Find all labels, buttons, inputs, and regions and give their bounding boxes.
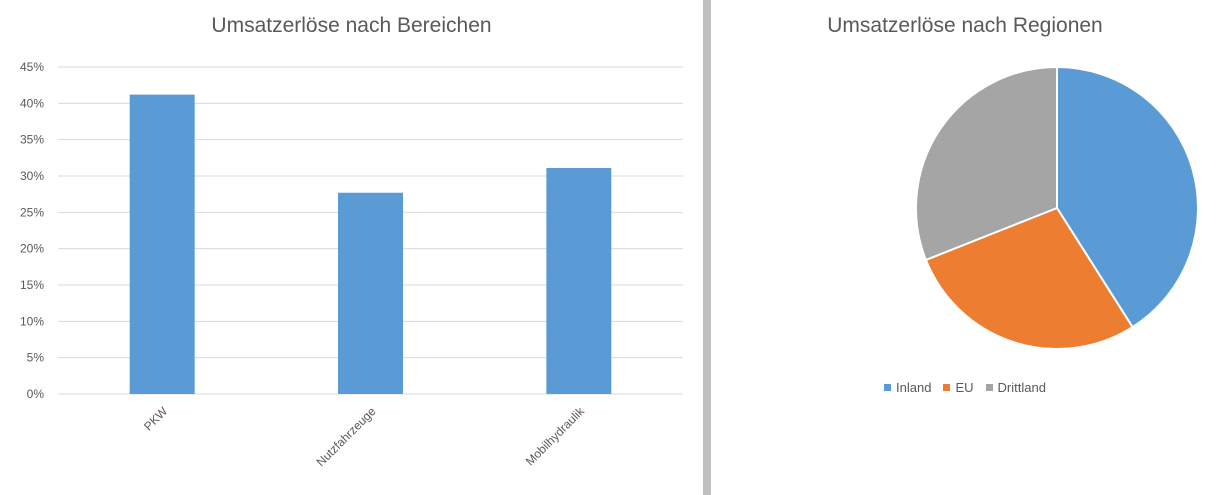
legend-item: EU <box>943 380 974 395</box>
legend-item: Drittland <box>985 380 1046 395</box>
y-tick-label: 30% <box>20 169 44 183</box>
legend-label: Inland <box>896 380 932 395</box>
pie-slice <box>915 65 1058 262</box>
bar <box>338 192 403 394</box>
x-tick-label: Nutzfahrzeuge <box>314 404 379 469</box>
x-tick-label: PKW <box>141 404 171 434</box>
pie-chart-panel: Umsatzerlöse nach Regionen Inland EU Dritt… <box>711 0 1219 495</box>
bar <box>129 94 195 394</box>
y-tick-label: 5% <box>27 351 45 365</box>
y-tick-label: 0% <box>27 387 45 401</box>
pie-slice <box>924 206 1134 350</box>
legend-swatch <box>985 384 993 391</box>
bar <box>546 168 612 394</box>
y-tick-label: 45% <box>20 60 44 74</box>
x-tick-label: Mobilhydraulik <box>523 404 588 469</box>
panel-divider <box>703 0 711 495</box>
pie-legend: Inland EU Drittland <box>711 380 1219 395</box>
legend-label: Drittland <box>997 380 1046 395</box>
bar-chart-title: Umsatzerlöse nach Bereichen <box>211 14 492 37</box>
bar-chart: 0% 5% 10% 15% 20% 25% 30% 35% 40% 45% PKW Nutzfahrz… <box>20 60 683 469</box>
bar-chart-panel: Umsatzerlöse nach Bereichen 0% 5% 10% 15% 20… <box>19 14 683 470</box>
legend-label: EU <box>955 380 974 395</box>
y-tick-label: 25% <box>20 205 44 219</box>
pie-chart <box>915 65 1199 350</box>
y-tick-label: 35% <box>20 133 44 147</box>
y-tick-label: 10% <box>20 314 44 328</box>
y-tick-label: 20% <box>20 242 44 256</box>
legend-swatch <box>884 384 892 391</box>
y-tick-label: 40% <box>20 96 44 110</box>
legend-item: Inland <box>884 380 931 395</box>
y-tick-label: 15% <box>20 278 44 292</box>
legend-swatch <box>943 384 951 391</box>
pie-chart-title: Umsatzerlöse nach Regionen <box>827 14 1103 37</box>
